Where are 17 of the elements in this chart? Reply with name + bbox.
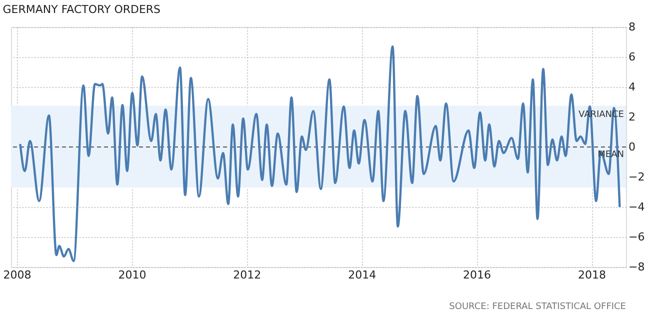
chart-title: GERMANY FACTORY ORDERS <box>2 3 161 16</box>
y-tick-label: −8 <box>628 260 645 274</box>
y-tick-label: 8 <box>628 20 636 34</box>
x-tick-label: 2016 <box>463 268 492 282</box>
y-tick-label: 6 <box>628 50 636 64</box>
source-note: SOURCE: FEDERAL STATISTICAL OFFICE <box>449 302 626 312</box>
y-tick-label: −6 <box>628 230 645 244</box>
x-tick-label: 2010 <box>118 268 146 282</box>
x-tick-label: 2014 <box>348 268 376 282</box>
x-tick-label: 2008 <box>3 268 32 282</box>
x-tick-label: 2012 <box>233 268 262 282</box>
x-tick-label: 2018 <box>578 268 606 282</box>
y-tick-label: 4 <box>628 80 636 94</box>
y-tick-label: −2 <box>628 170 645 184</box>
y-tick-label: 2 <box>628 110 636 124</box>
y-tick-label: −4 <box>628 200 645 214</box>
y-tick-label: 0 <box>628 140 636 154</box>
